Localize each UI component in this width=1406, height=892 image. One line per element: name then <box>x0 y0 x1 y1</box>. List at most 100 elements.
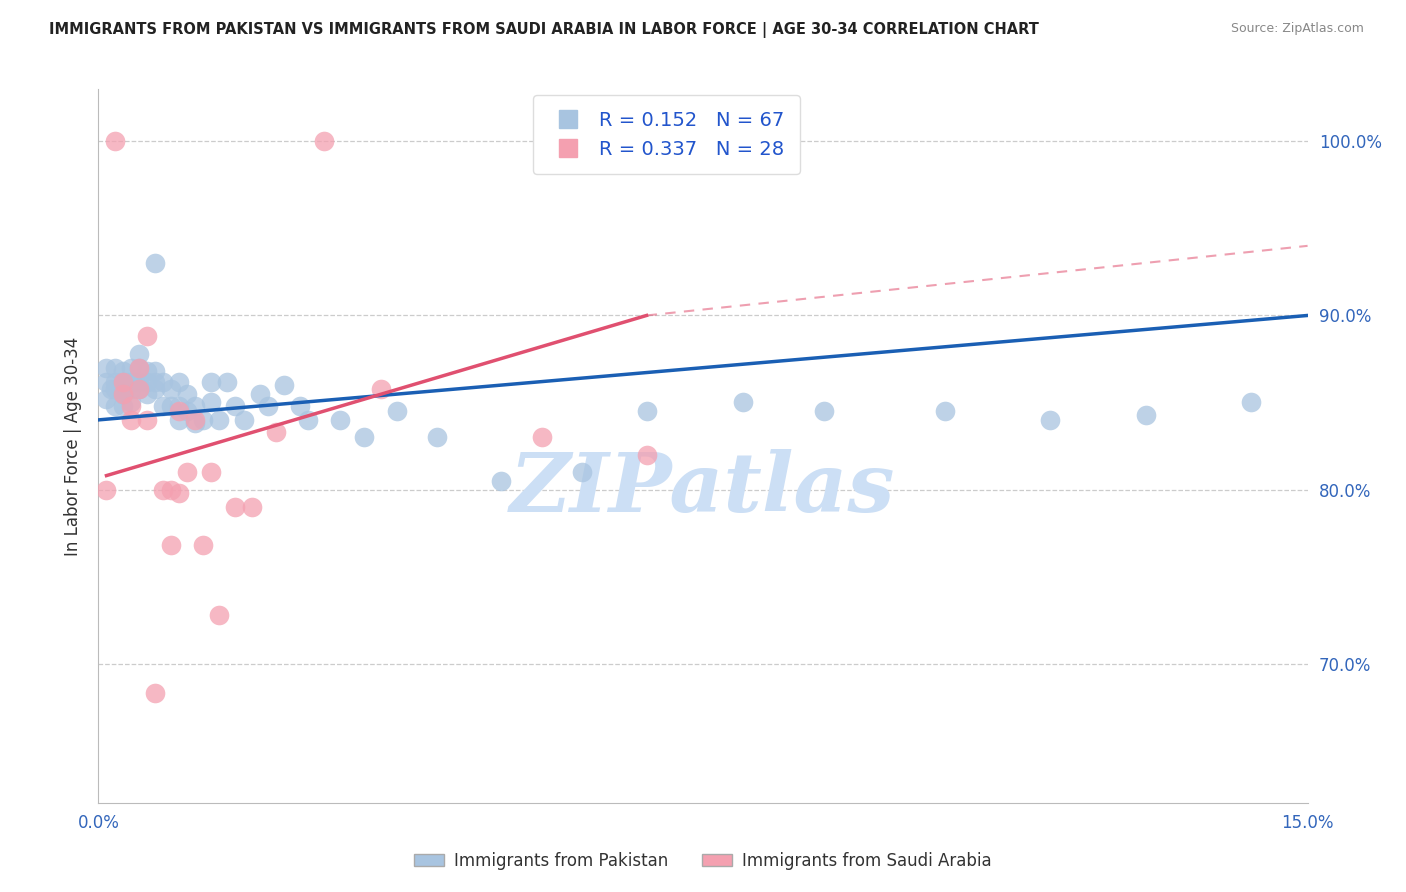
Point <box>167 375 190 389</box>
Point <box>124 375 146 389</box>
Point <box>167 404 190 418</box>
Point <box>193 538 215 552</box>
Point <box>120 413 142 427</box>
Point <box>200 465 222 479</box>
Point <box>111 375 134 389</box>
Point <box>96 483 118 497</box>
Text: Source: ZipAtlas.com: Source: ZipAtlas.com <box>1230 22 1364 36</box>
Point <box>733 395 755 409</box>
Point <box>111 399 134 413</box>
Point <box>135 329 157 343</box>
Point <box>167 486 190 500</box>
Point <box>217 375 239 389</box>
Point <box>128 375 150 389</box>
Point <box>256 399 278 413</box>
Point <box>143 382 166 396</box>
Point <box>1240 395 1263 409</box>
Point <box>167 413 190 427</box>
Point <box>571 465 593 479</box>
Point <box>193 413 215 427</box>
Point <box>370 382 392 396</box>
Point <box>96 392 118 406</box>
Point <box>160 483 183 497</box>
Point <box>111 386 134 401</box>
Point <box>128 360 150 375</box>
Point <box>120 360 142 375</box>
Text: ZIPatlas: ZIPatlas <box>510 449 896 529</box>
Point <box>176 404 198 418</box>
Point <box>135 375 157 389</box>
Point <box>184 399 207 413</box>
Point <box>176 465 198 479</box>
Point <box>135 413 157 427</box>
Point <box>353 430 375 444</box>
Point <box>115 375 138 389</box>
Point <box>143 256 166 270</box>
Point <box>111 382 134 396</box>
Text: IMMIGRANTS FROM PAKISTAN VS IMMIGRANTS FROM SAUDI ARABIA IN LABOR FORCE | AGE 30: IMMIGRANTS FROM PAKISTAN VS IMMIGRANTS F… <box>49 22 1039 38</box>
Point <box>120 382 142 396</box>
Point <box>264 425 287 439</box>
Point <box>314 135 336 149</box>
Point <box>200 395 222 409</box>
Point <box>385 404 408 418</box>
Point <box>273 378 295 392</box>
Point <box>152 375 174 389</box>
Point <box>636 448 658 462</box>
Point <box>491 474 513 488</box>
Point <box>176 386 198 401</box>
Point <box>128 360 150 375</box>
Point <box>96 360 118 375</box>
Point <box>184 413 207 427</box>
Point <box>120 375 142 389</box>
Point <box>813 404 835 418</box>
Point <box>160 382 183 396</box>
Point <box>120 399 142 413</box>
Y-axis label: In Labor Force | Age 30-34: In Labor Force | Age 30-34 <box>63 336 82 556</box>
Point <box>152 483 174 497</box>
Point <box>128 382 150 396</box>
Point <box>103 399 125 413</box>
Point <box>329 413 352 427</box>
Point <box>120 395 142 409</box>
Point <box>128 382 150 396</box>
Point <box>636 404 658 418</box>
Point <box>426 430 449 444</box>
Point <box>160 399 183 413</box>
Point <box>224 500 246 514</box>
Point <box>111 375 134 389</box>
Point <box>208 607 231 622</box>
Point <box>200 375 222 389</box>
Point <box>1039 413 1062 427</box>
Point <box>128 347 150 361</box>
Point <box>135 364 157 378</box>
Point <box>167 399 190 413</box>
Point <box>103 135 125 149</box>
Point <box>111 364 134 378</box>
Legend: Immigrants from Pakistan, Immigrants from Saudi Arabia: Immigrants from Pakistan, Immigrants fro… <box>408 846 998 877</box>
Point <box>297 413 319 427</box>
Point <box>160 538 183 552</box>
Point <box>143 364 166 378</box>
Point <box>100 382 122 396</box>
Point <box>249 386 271 401</box>
Point <box>111 386 134 401</box>
Point <box>240 500 263 514</box>
Point <box>103 375 125 389</box>
Point <box>143 375 166 389</box>
Point <box>530 430 553 444</box>
Point <box>103 382 125 396</box>
Point <box>934 404 956 418</box>
Point <box>224 399 246 413</box>
Legend: R = 0.152   N = 67, R = 0.337   N = 28: R = 0.152 N = 67, R = 0.337 N = 28 <box>533 95 800 174</box>
Point <box>208 413 231 427</box>
Point <box>96 375 118 389</box>
Point <box>184 417 207 431</box>
Point <box>143 686 166 700</box>
Point <box>232 413 254 427</box>
Point <box>152 399 174 413</box>
Point <box>288 399 311 413</box>
Point <box>107 382 129 396</box>
Point <box>103 360 125 375</box>
Point <box>1135 408 1157 422</box>
